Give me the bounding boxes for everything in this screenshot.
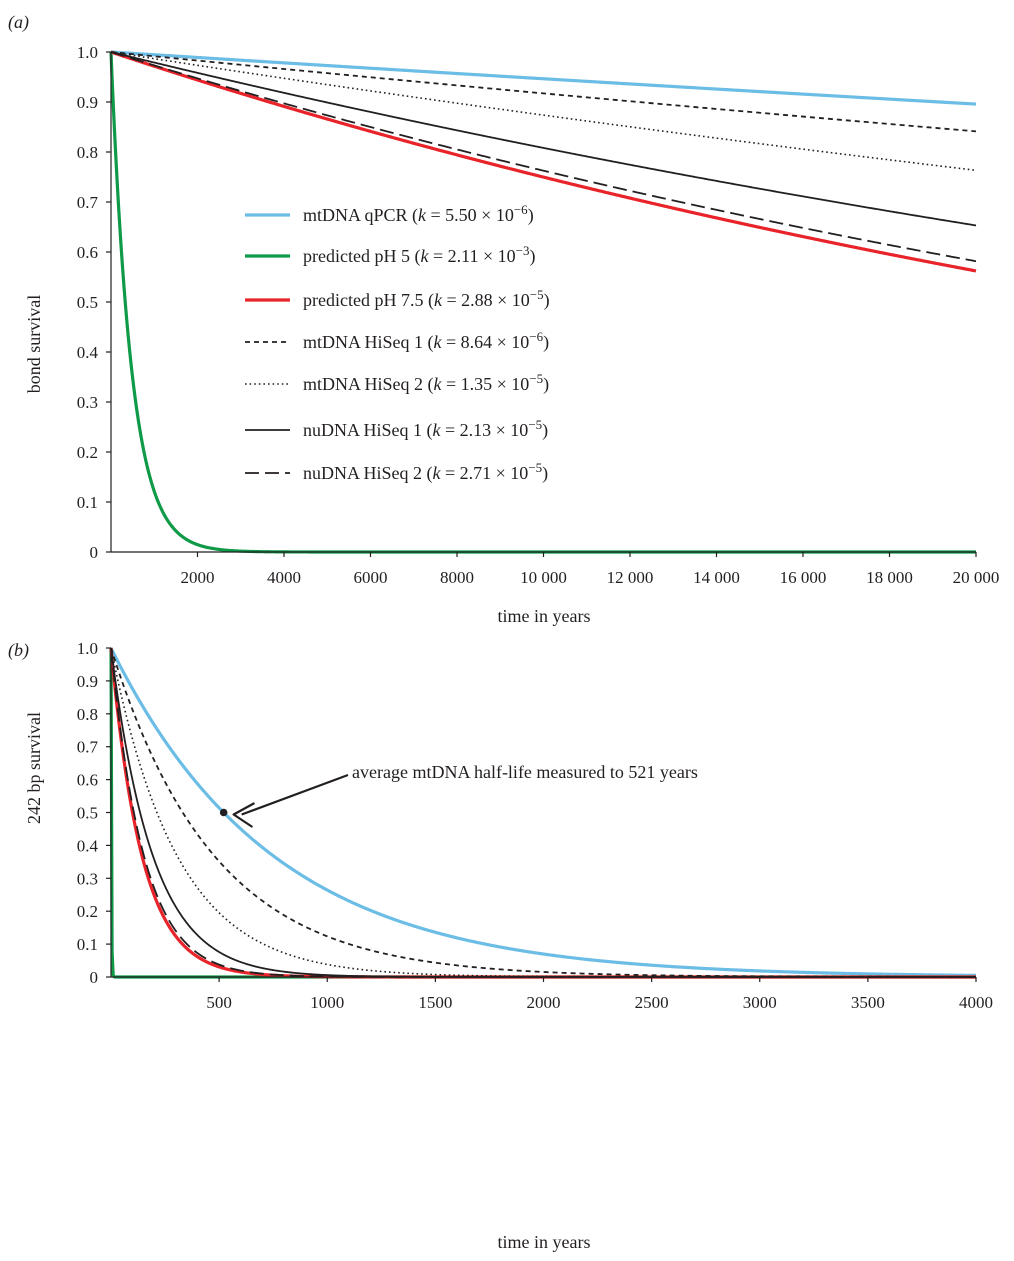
- legend-entry-nudna-hiseq-2: nuDNA HiSeq 2 (k = 2.71 × 10−5): [303, 460, 548, 484]
- panel-b-y-tick-label: 0.9: [77, 672, 98, 691]
- panel-a-x-tick-label: 14 000: [693, 568, 740, 587]
- panel-a-y-tick-label: 0.1: [77, 493, 98, 512]
- annotation-arrow-shaft: [241, 773, 349, 816]
- panel-b-curve-mtdna-hiseq-1: [110, 647, 976, 978]
- panel-a-y-tick-label: 1.0: [77, 43, 98, 62]
- panel-b-x-axis-label: time in years: [498, 1232, 591, 1252]
- panel-a-x-tick-label: 8000: [440, 568, 474, 587]
- panel-a-x-tick-label: 16 000: [780, 568, 827, 587]
- panel-a: (a) 0 0.1 0.2 0.3 0.4 0.5 0.6 0.7 0.8 0.9 1.0 2000 4…: [8, 12, 999, 626]
- panel-b-y-tick-label: 0: [90, 968, 99, 987]
- panel-b-x-tick-label: 4000: [959, 993, 993, 1012]
- panel-b-curve-predicted-ph-5: [109, 647, 977, 979]
- panel-a-axes: 0 0.1 0.2 0.3 0.4 0.5 0.6 0.7 0.8 0.9 1.0 2000 4000 6…: [77, 43, 1000, 587]
- panel-b-y-tick-label: 0.6: [77, 771, 98, 790]
- panel-a-y-tick-label: 0.5: [77, 293, 98, 312]
- legend-entry-nudna-hiseq-1: nuDNA HiSeq 1 (k = 2.13 × 10−5): [303, 417, 548, 441]
- legend-entry-predicted-ph-5: predicted pH 5 (k = 2.11 × 10−3): [303, 243, 535, 267]
- panel-b: (b) 0 0.1 0.2 0.3 0.4 0.5 0.6 0.7 0.8 0.9 1.0 500 10…: [8, 639, 993, 1252]
- panel-a-y-tick-label: 0: [90, 543, 99, 562]
- half-life-point: [219, 808, 228, 817]
- legend-entry-mtdna-hiseq-2: mtDNA HiSeq 2 (k = 1.35 × 10−5): [303, 371, 549, 395]
- panel-a-label: (a): [8, 12, 29, 33]
- panel-b-y-tick-label: 0.4: [77, 836, 99, 855]
- panel-a-curve-nudna-hiseq-2: [110, 51, 977, 263]
- panel-a-y-tick-label: 0.7: [77, 193, 99, 212]
- legend-entry-mtdna-hiseq-1: mtDNA HiSeq 1 (k = 8.64 × 10−6): [303, 329, 549, 353]
- panel-a-y-tick-label: 0.8: [77, 143, 98, 162]
- panel-b-y-tick-label: 0.2: [77, 902, 98, 921]
- panel-a-y-tick-label: 0.2: [77, 443, 98, 462]
- panel-b-x-tick-label: 1000: [310, 993, 344, 1012]
- panel-a-x-tick-label: 6000: [354, 568, 388, 587]
- panel-a-curve-mtdna-qpcr: [110, 50, 977, 106]
- panel-b-x-tick-label: 2000: [527, 993, 561, 1012]
- panel-b-y-tick-label: 0.3: [77, 869, 98, 888]
- panel-a-y-tick-label: 0.3: [77, 393, 98, 412]
- panel-a-y-tick-label: 0.9: [77, 93, 98, 112]
- panel-b-x-tick-label: 500: [206, 993, 232, 1012]
- panel-a-x-tick-label: 18 000: [866, 568, 913, 587]
- panel-a-curve-mtdna-hiseq-2: [110, 51, 977, 172]
- panel-b-y-tick-label: 1.0: [77, 639, 98, 658]
- panel-b-y-axis-label: 242 bp survival: [24, 712, 44, 824]
- annotation-arrow-head: [232, 802, 255, 828]
- panel-a-x-tick-label: 10 000: [520, 568, 567, 587]
- panel-a-y-axis-label: bond survival: [24, 295, 44, 394]
- panel-a-y-tick-label: 0.4: [77, 343, 99, 362]
- legend-entry-mtdna-qpcr: mtDNA qPCR (k = 5.50 × 10−6): [303, 202, 534, 226]
- panel-b-x-tick-label: 3000: [743, 993, 777, 1012]
- panel-b-curve-predicted-ph-7-5: [109, 647, 977, 979]
- panel-b-curve-mtdna-qpcr: [109, 647, 977, 977]
- panel-a-x-tick-label: 2000: [181, 568, 215, 587]
- panel-a-y-tick-label: 0.6: [77, 243, 98, 262]
- panel-a-legend: mtDNA qPCR (k = 5.50 × 10−6) predicted pH…: [245, 202, 550, 484]
- panel-b-label: (b): [8, 640, 29, 661]
- panel-b-axes: 0 0.1 0.2 0.3 0.4 0.5 0.6 0.7 0.8 0.9 1.0 500 1000 15…: [77, 639, 993, 1012]
- panel-b-curves: [109, 647, 977, 979]
- panel-a-curve-mtdna-hiseq-1: [110, 51, 977, 133]
- half-life-annotation-text: average mtDNA half-life measured to 521 …: [352, 762, 698, 782]
- panel-b-y-tick-label: 0.8: [77, 705, 98, 724]
- panel-a-curve-nudna-hiseq-1: [110, 51, 977, 227]
- panel-a-x-tick-label: 12 000: [607, 568, 654, 587]
- panel-b-x-tick-label: 3500: [851, 993, 885, 1012]
- panel-b-curve-nudna-hiseq-1: [110, 647, 976, 978]
- panel-b-x-tick-label: 2500: [635, 993, 669, 1012]
- panel-a-curve-predicted-ph-7-5: [110, 50, 977, 273]
- panel-b-y-tick-label: 0.5: [77, 804, 98, 823]
- panel-b-y-tick-label: 0.1: [77, 935, 98, 954]
- legend-entry-predicted-ph-7-5: predicted pH 7.5 (k = 2.88 × 10−5): [303, 287, 550, 311]
- panel-b-curve-nudna-hiseq-2: [110, 647, 976, 978]
- panel-b-y-tick-label: 0.7: [77, 738, 99, 757]
- panel-a-x-axis-label: time in years: [498, 606, 591, 626]
- panel-b-x-tick-label: 1500: [418, 993, 452, 1012]
- panel-a-x-tick-label: 20 000: [953, 568, 1000, 587]
- panel-b-annotation: average mtDNA half-life measured to 521 …: [219, 762, 698, 828]
- panel-b-curve-mtdna-hiseq-2: [110, 647, 976, 978]
- panel-a-x-tick-label: 4000: [267, 568, 301, 587]
